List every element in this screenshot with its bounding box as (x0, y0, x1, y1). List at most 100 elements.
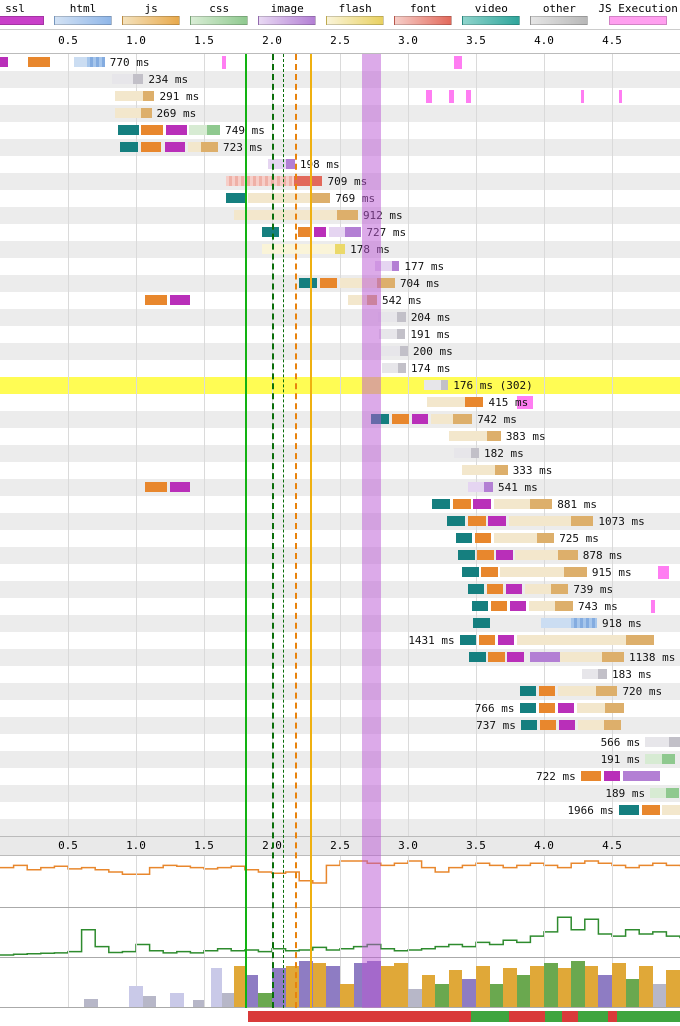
request-row[interactable]: 234 ms (0, 71, 680, 88)
axis-tick: 2.0 (262, 839, 282, 852)
activity-bar (612, 963, 626, 1007)
request-row[interactable]: 912 ms (0, 207, 680, 224)
segment-con (391, 414, 410, 424)
segment-imgL (267, 159, 286, 169)
request-row[interactable]: 542 ms (0, 292, 680, 309)
request-label: 333 ms (512, 464, 553, 477)
request-row[interactable]: 742 ms (0, 411, 680, 428)
request-row[interactable]: 918 ms (0, 615, 680, 632)
request-row[interactable]: 178 ms (0, 241, 680, 258)
gridline (204, 908, 205, 957)
axis-tick: 4.5 (602, 839, 622, 852)
request-row[interactable]: 1138 ms (0, 649, 680, 666)
js-execution-tick (448, 90, 455, 103)
request-row[interactable]: 727 ms (0, 224, 680, 241)
segment-jsL (508, 516, 572, 526)
axis-tick: 1.0 (126, 34, 146, 47)
request-row[interactable]: 183 ms (0, 666, 680, 683)
request-label: 566 ms (600, 736, 641, 749)
request-row[interactable]: 915 ms (0, 564, 680, 581)
request-row[interactable]: 709 ms (0, 173, 680, 190)
request-label: 204 ms (410, 311, 451, 324)
legend-item-html: html (54, 2, 113, 25)
request-row[interactable]: 881 ms (0, 496, 680, 513)
request-row[interactable]: 177 ms (0, 258, 680, 275)
request-row[interactable]: 1431 ms (0, 632, 680, 649)
request-row[interactable]: 722 ms (0, 768, 680, 785)
gridline (476, 54, 477, 836)
request-row[interactable]: 204 ms (0, 309, 680, 326)
activity-bar (476, 965, 490, 1007)
segment-dns (618, 805, 640, 815)
segment-htmlL (541, 618, 572, 628)
request-label: 727 ms (366, 226, 407, 239)
activity-bar (285, 965, 300, 1007)
request-row[interactable]: 415 ms (0, 394, 680, 411)
interactive-bar (0, 1008, 680, 1026)
interactive-segment-green (617, 1011, 680, 1022)
request-label: 541 ms (498, 481, 538, 494)
axis-tick: 3.5 (466, 34, 486, 47)
request-label: 542 ms (381, 294, 422, 307)
css-swatch (190, 16, 249, 25)
gridline (136, 908, 137, 957)
request-row[interactable]: 743 ms (0, 598, 680, 615)
activity-bar (625, 979, 640, 1007)
gridline (68, 856, 69, 907)
request-row[interactable]: 566 ms (0, 734, 680, 751)
segment-othD (669, 737, 680, 747)
segment-jsD (337, 210, 358, 220)
segment-htmlD (571, 618, 598, 628)
request-row[interactable]: 704 ms (0, 275, 680, 292)
request-row[interactable]: 878 ms (0, 547, 680, 564)
activity-bar (462, 979, 476, 1007)
legend-item-font: font (394, 2, 453, 25)
request-row[interactable]: 770 ms (0, 54, 680, 71)
request-row[interactable]: 541 ms (0, 479, 680, 496)
request-row[interactable]: 198 ms (0, 156, 680, 173)
interactive-segment-red (561, 1011, 578, 1022)
request-row[interactable]: 723 ms (0, 139, 680, 156)
segment-con (297, 227, 312, 237)
request-row[interactable]: 1073 ms (0, 513, 680, 530)
interactive-segment-red (247, 1011, 471, 1022)
request-row[interactable]: 291 ms (0, 88, 680, 105)
segment-flaL (262, 244, 335, 254)
activity-bar (380, 965, 395, 1007)
request-row[interactable]: 737 ms (0, 717, 680, 734)
request-row[interactable]: 766 ms (0, 700, 680, 717)
request-row[interactable]: 383 ms (0, 428, 680, 445)
request-row[interactable]: 720 ms (0, 683, 680, 700)
request-row[interactable]: 174 ms (0, 360, 680, 377)
request-row[interactable]: 725 ms (0, 530, 680, 547)
activity-bar (394, 963, 408, 1007)
request-row[interactable]: 200 ms (0, 343, 680, 360)
flash-swatch (326, 16, 385, 25)
request-row[interactable]: 182 ms (0, 445, 680, 462)
gridline (612, 856, 613, 907)
request-row[interactable]: 191 ms (0, 326, 680, 343)
gridline (68, 908, 69, 957)
request-row[interactable]: 189 ms (0, 785, 680, 802)
request-row[interactable]: 749 ms (0, 122, 680, 139)
request-row[interactable]: 333 ms (0, 462, 680, 479)
request-label: 725 ms (559, 532, 599, 545)
segment-cssD (206, 125, 221, 135)
segment-jsD (571, 516, 594, 526)
request-row[interactable]: 176 ms (302) (0, 377, 680, 394)
request-row[interactable]: 191 ms (0, 751, 680, 768)
request-row[interactable]: 769 ms (0, 190, 680, 207)
segment-ssl (496, 550, 513, 560)
request-row[interactable]: 269 ms (0, 105, 680, 122)
request-label: 178 ms (350, 243, 390, 256)
legend-item-other: other (530, 2, 589, 25)
segment-jsL (493, 533, 538, 543)
request-row[interactable]: 739 ms (0, 581, 680, 598)
axis-tick: 1.5 (194, 839, 214, 852)
activity-bar (571, 961, 585, 1007)
gridline (340, 54, 341, 836)
segment-dns (459, 635, 476, 645)
activity-bar (340, 984, 354, 1007)
request-row[interactable]: 1966 ms (0, 802, 680, 819)
legend-label: flash (338, 2, 372, 15)
